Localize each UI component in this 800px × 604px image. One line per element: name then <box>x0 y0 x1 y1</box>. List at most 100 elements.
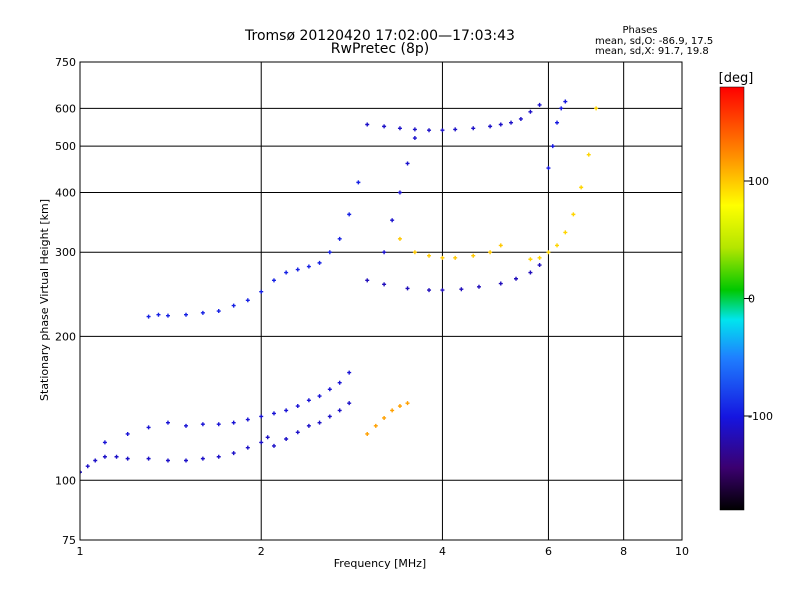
data-point <box>156 312 161 317</box>
data-point <box>337 408 342 413</box>
data-point <box>102 440 107 445</box>
data-point <box>271 278 276 283</box>
data-point <box>555 243 560 248</box>
data-point <box>259 440 264 445</box>
data-point <box>509 120 514 125</box>
data-point <box>488 124 493 129</box>
data-point <box>397 404 402 409</box>
data-point <box>405 286 410 291</box>
data-point <box>546 166 551 171</box>
colorbar <box>719 86 745 511</box>
data-point <box>125 431 130 436</box>
data-point <box>200 456 205 461</box>
data-point <box>184 312 189 317</box>
data-point <box>327 250 332 255</box>
data-point <box>514 276 519 281</box>
data-point <box>397 190 402 195</box>
data-point <box>427 253 432 258</box>
data-point <box>594 106 599 111</box>
data-point <box>365 278 370 283</box>
y-tick-label: 600 <box>55 102 76 115</box>
data-point <box>528 270 533 275</box>
data-point <box>327 414 332 419</box>
data-point <box>184 423 189 428</box>
data-point <box>476 284 481 289</box>
data-point <box>295 430 300 435</box>
data-point <box>405 161 410 166</box>
plot-grid <box>80 62 682 540</box>
data-point <box>471 253 476 258</box>
data-point <box>373 423 378 428</box>
data-point <box>93 458 98 463</box>
data-point <box>528 109 533 114</box>
data-point <box>216 454 221 459</box>
data-point <box>317 394 322 399</box>
data-point <box>347 212 352 217</box>
data-point <box>306 398 311 403</box>
data-point <box>453 255 458 260</box>
data-point <box>200 310 205 315</box>
data-point <box>347 401 352 406</box>
data-point <box>440 128 445 133</box>
y-tick-label: 75 <box>62 534 76 547</box>
data-point <box>245 298 250 303</box>
data-point <box>231 451 236 456</box>
data-point <box>245 417 250 422</box>
data-point <box>85 464 90 469</box>
y-tick-label: 300 <box>55 246 76 259</box>
y-ticks: 75 100 200 300 400 500 600 750 <box>55 56 76 547</box>
data-point <box>259 414 264 419</box>
data-point <box>471 126 476 131</box>
y-tick-label: 750 <box>55 56 76 69</box>
data-point <box>559 106 564 111</box>
x-ticks: 1 2 4 6 8 10 <box>77 545 690 558</box>
data-point <box>271 443 276 448</box>
data-point <box>317 260 322 265</box>
data-point <box>488 250 493 255</box>
y-tick-label: 100 <box>55 474 76 487</box>
data-point <box>397 126 402 131</box>
phase-stats-x: mean, sd,X: 91.7, 19.8 <box>595 46 709 57</box>
phase-stats-o: mean, sd,O: -86.9, 17.5 <box>595 36 713 47</box>
data-point <box>284 436 289 441</box>
data-point <box>347 370 352 375</box>
data-point <box>382 250 387 255</box>
data-point <box>579 185 584 190</box>
data-point <box>284 270 289 275</box>
data-point <box>306 423 311 428</box>
x-tick-label: 4 <box>439 545 446 558</box>
data-point <box>397 236 402 241</box>
colorbar-label: [deg] <box>719 71 754 86</box>
data-point <box>245 445 250 450</box>
data-point <box>327 387 332 392</box>
data-point <box>382 282 387 287</box>
data-point <box>356 180 361 185</box>
chart-title: Tromsø 20120420 17:02:00—17:03:43 <box>244 28 515 44</box>
data-point <box>390 408 395 413</box>
y-tick-label: 500 <box>55 140 76 153</box>
data-points <box>80 99 599 475</box>
data-point <box>365 122 370 127</box>
data-point <box>586 152 591 157</box>
data-point <box>563 230 568 235</box>
data-point <box>427 128 432 133</box>
data-point <box>498 243 503 248</box>
x-tick-label: 6 <box>545 545 552 558</box>
data-point <box>165 458 170 463</box>
data-point <box>80 470 82 475</box>
data-point <box>295 404 300 409</box>
data-point <box>125 456 130 461</box>
x-tick-label: 10 <box>675 545 689 558</box>
data-point <box>165 420 170 425</box>
x-tick-label: 2 <box>258 545 265 558</box>
data-point <box>365 431 370 436</box>
y-axis-label: Stationary phase Virtual Height [km] <box>38 199 51 401</box>
x-axis-label: Frequency [MHz] <box>334 557 426 570</box>
colorbar-tick-label: 100 <box>748 175 769 188</box>
data-point <box>498 281 503 286</box>
data-point <box>440 288 445 293</box>
plot-frame <box>79 61 683 541</box>
data-point <box>231 303 236 308</box>
data-point <box>102 454 107 459</box>
